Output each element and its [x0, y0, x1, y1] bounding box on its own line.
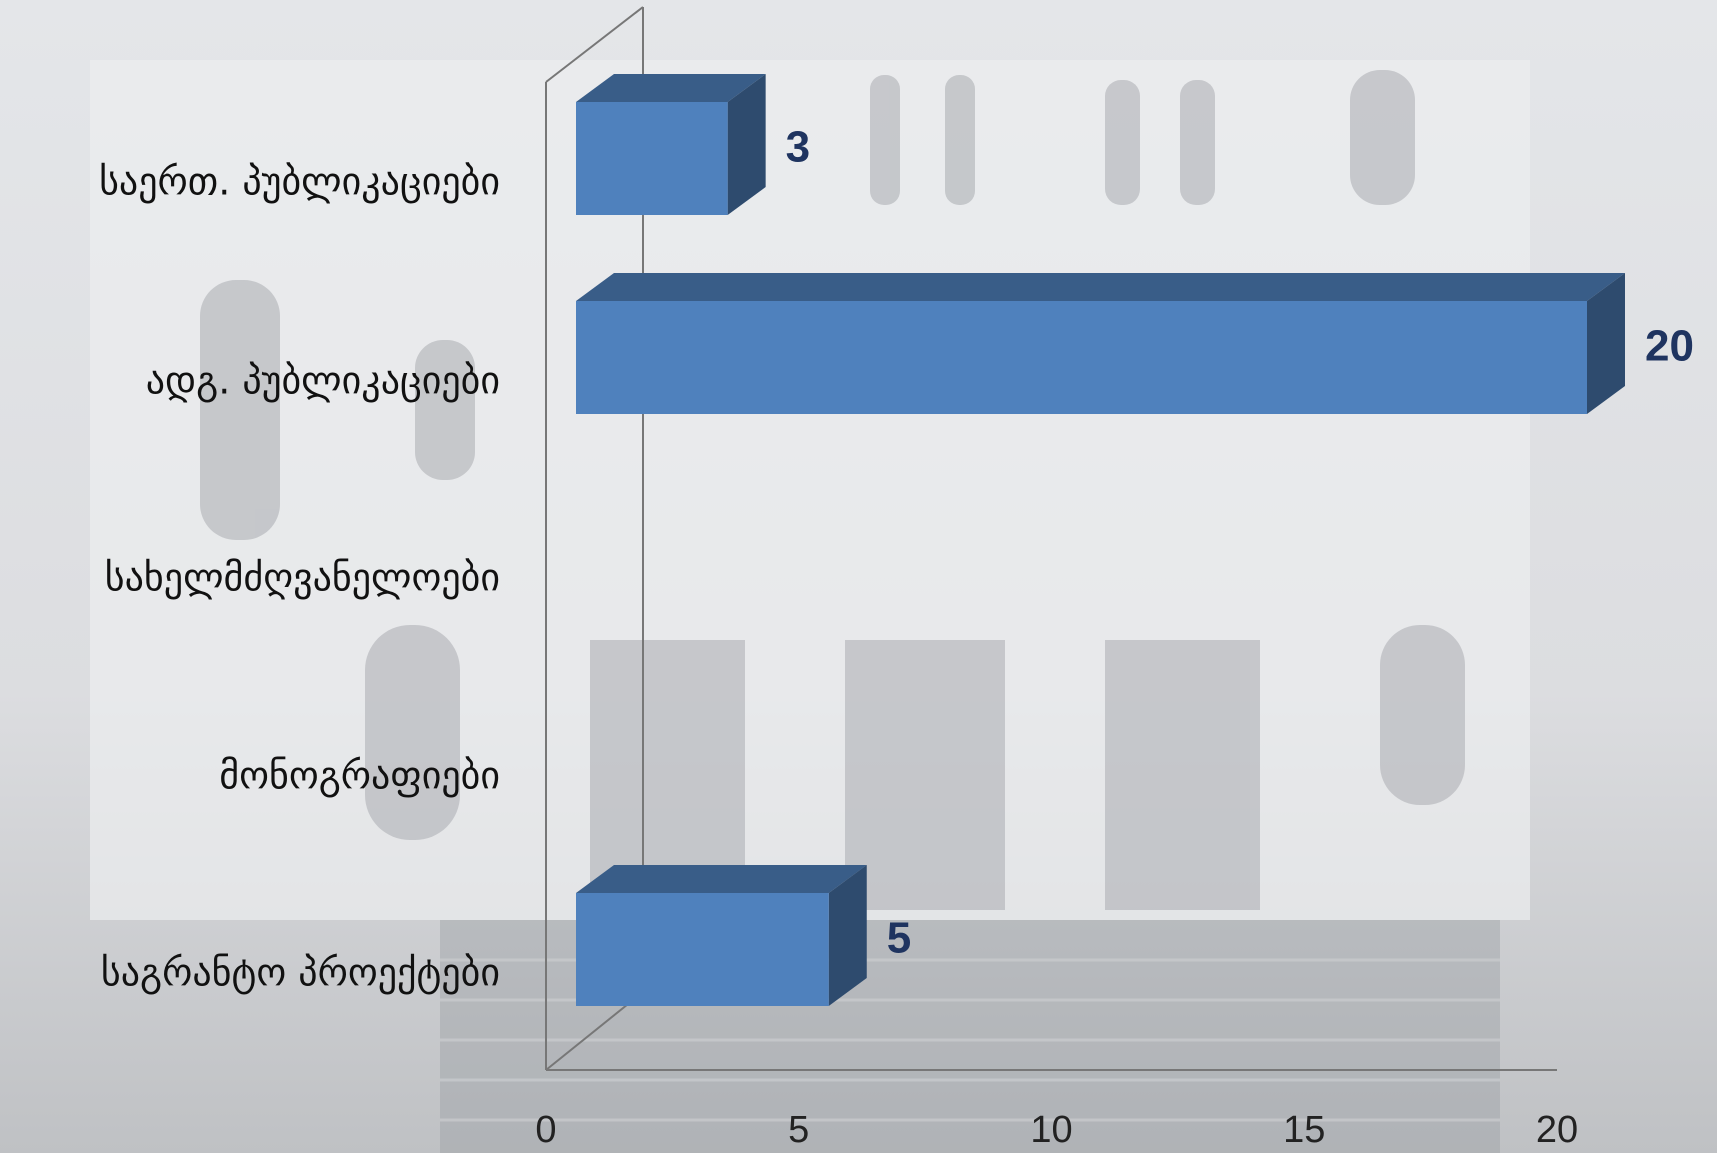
y-tick-label: მონოგრაფიები — [219, 754, 500, 798]
bar — [576, 865, 867, 1006]
y-tick-label: საგრანტო პროექტები — [101, 951, 500, 995]
bar-side — [727, 74, 766, 215]
x-tick-label: 0 — [535, 1109, 556, 1151]
bar-front — [576, 893, 829, 1006]
x-tick-label: 15 — [1283, 1109, 1325, 1151]
y-tick-label: საერთ. პუბლიკაციები — [99, 160, 500, 204]
x-tick-label: 10 — [1030, 1109, 1072, 1151]
y-tick-label: ადგ. პუბლიკაციები — [146, 359, 500, 403]
y-tick-label: სახელმძღვანელოები — [105, 556, 500, 600]
bar — [576, 74, 766, 215]
bar-top — [576, 74, 766, 102]
x-tick-label: 20 — [1536, 1109, 1578, 1151]
bar-top — [576, 273, 1625, 301]
bar-side — [1587, 273, 1625, 414]
bar — [576, 273, 1625, 414]
value-label: 5 — [887, 914, 911, 963]
bar-side — [828, 865, 867, 1006]
bar-front — [576, 301, 1587, 414]
value-label: 20 — [1645, 322, 1694, 371]
x-tick-label: 5 — [788, 1109, 809, 1151]
bar-top — [576, 865, 867, 893]
bar-front — [576, 102, 728, 215]
value-label: 3 — [786, 123, 810, 172]
